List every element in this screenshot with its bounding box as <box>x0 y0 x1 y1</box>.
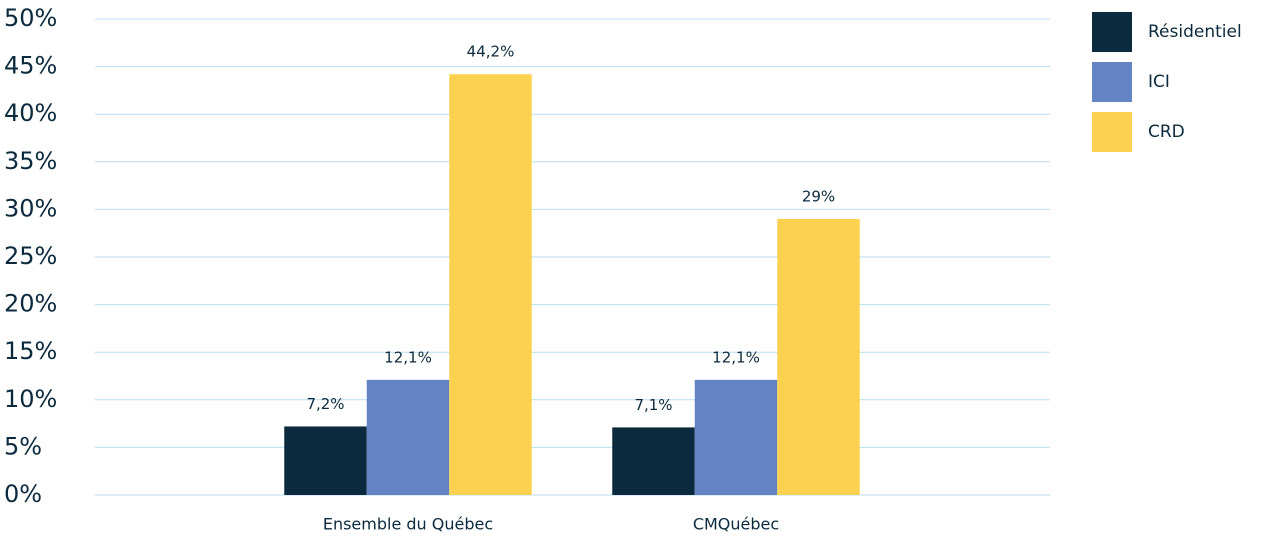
bar <box>284 426 367 495</box>
bar <box>449 74 532 495</box>
y-tick-label: 0% <box>4 480 42 508</box>
y-tick-label: 15% <box>4 337 57 365</box>
y-tick-label: 30% <box>4 194 57 222</box>
value-label: 12,1% <box>712 348 760 366</box>
y-tick-label: 10% <box>4 385 57 413</box>
y-tick-label: 5% <box>4 432 42 460</box>
value-label: 44,2% <box>467 43 515 61</box>
bar <box>366 379 450 495</box>
legend-label: ICI <box>1148 72 1170 92</box>
value-label: 29% <box>802 187 835 205</box>
y-tick-label: 35% <box>4 147 57 175</box>
legend-label: CRD <box>1148 122 1185 142</box>
legend-swatch <box>1092 112 1132 152</box>
bar <box>777 218 860 496</box>
legend-swatch <box>1092 62 1132 102</box>
value-label: 7,2% <box>306 395 344 413</box>
y-tick-label: 50% <box>4 4 57 32</box>
bar <box>694 379 778 495</box>
x-tick-label: Ensemble du Québec <box>323 515 493 534</box>
x-tick-label: CMQuébec <box>693 515 779 534</box>
bar <box>612 427 695 495</box>
value-label: 7,1% <box>634 396 672 414</box>
legend-swatch <box>1092 12 1132 52</box>
y-tick-label: 40% <box>4 99 57 127</box>
value-label: 12,1% <box>384 348 432 366</box>
y-tick-label: 25% <box>4 242 57 270</box>
y-tick-label: 20% <box>4 290 57 318</box>
legend-label: Résidentiel <box>1148 22 1242 42</box>
y-tick-label: 45% <box>4 52 57 80</box>
